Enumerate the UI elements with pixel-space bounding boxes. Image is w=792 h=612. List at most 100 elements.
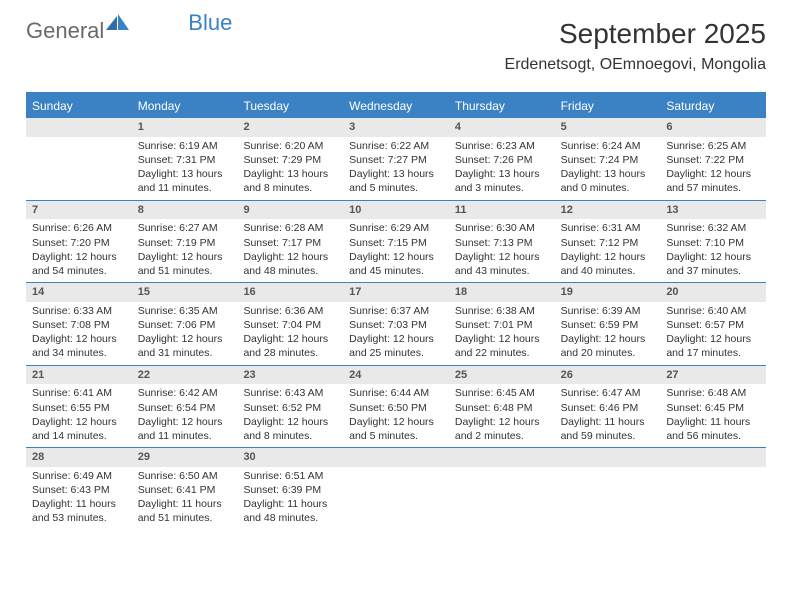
day-number: 22 (132, 366, 238, 385)
day-number: 30 (237, 448, 343, 467)
sunset-line: Sunset: 7:26 PM (455, 153, 549, 167)
sunset-line: Sunset: 6:39 PM (243, 483, 337, 497)
daylight-line: Daylight: 12 hours and 37 minutes. (666, 250, 760, 278)
sunrise-line: Sunrise: 6:36 AM (243, 304, 337, 318)
day-body: Sunrise: 6:42 AMSunset: 6:54 PMDaylight:… (132, 384, 238, 447)
daylight-line: Daylight: 12 hours and 45 minutes. (349, 250, 443, 278)
day-cell: 3Sunrise: 6:22 AMSunset: 7:27 PMDaylight… (343, 118, 449, 200)
sunset-line: Sunset: 6:54 PM (138, 401, 232, 415)
day-number (343, 448, 449, 467)
day-cell: 21Sunrise: 6:41 AMSunset: 6:55 PMDayligh… (26, 366, 132, 448)
sunset-line: Sunset: 6:55 PM (32, 401, 126, 415)
daylight-line: Daylight: 12 hours and 8 minutes. (243, 415, 337, 443)
day-cell: 17Sunrise: 6:37 AMSunset: 7:03 PMDayligh… (343, 283, 449, 365)
day-cell: 24Sunrise: 6:44 AMSunset: 6:50 PMDayligh… (343, 366, 449, 448)
day-header: Monday (132, 94, 238, 118)
day-header: Thursday (449, 94, 555, 118)
day-body: Sunrise: 6:38 AMSunset: 7:01 PMDaylight:… (449, 302, 555, 365)
day-number: 18 (449, 283, 555, 302)
sunrise-line: Sunrise: 6:37 AM (349, 304, 443, 318)
day-number: 12 (555, 201, 661, 220)
day-header: Sunday (26, 94, 132, 118)
day-number: 3 (343, 118, 449, 137)
sunset-line: Sunset: 7:01 PM (455, 318, 549, 332)
sunrise-line: Sunrise: 6:27 AM (138, 221, 232, 235)
sunrise-line: Sunrise: 6:45 AM (455, 386, 549, 400)
sunset-line: Sunset: 7:17 PM (243, 236, 337, 250)
day-cell: 28Sunrise: 6:49 AMSunset: 6:43 PMDayligh… (26, 448, 132, 530)
sunrise-line: Sunrise: 6:30 AM (455, 221, 549, 235)
daylight-line: Daylight: 11 hours and 59 minutes. (561, 415, 655, 443)
daylight-line: Daylight: 12 hours and 25 minutes. (349, 332, 443, 360)
day-body: Sunrise: 6:41 AMSunset: 6:55 PMDaylight:… (26, 384, 132, 447)
day-number: 4 (449, 118, 555, 137)
daylight-line: Daylight: 11 hours and 48 minutes. (243, 497, 337, 525)
daylight-line: Daylight: 12 hours and 22 minutes. (455, 332, 549, 360)
sunrise-line: Sunrise: 6:38 AM (455, 304, 549, 318)
day-cell: 4Sunrise: 6:23 AMSunset: 7:26 PMDaylight… (449, 118, 555, 200)
day-cell: 18Sunrise: 6:38 AMSunset: 7:01 PMDayligh… (449, 283, 555, 365)
day-cell: 22Sunrise: 6:42 AMSunset: 6:54 PMDayligh… (132, 366, 238, 448)
sunrise-line: Sunrise: 6:26 AM (32, 221, 126, 235)
daylight-line: Daylight: 12 hours and 17 minutes. (666, 332, 760, 360)
daylight-line: Daylight: 12 hours and 2 minutes. (455, 415, 549, 443)
week-row: 14Sunrise: 6:33 AMSunset: 7:08 PMDayligh… (26, 283, 766, 366)
location: Erdenetsogt, OEmnoegovi, Mongolia (505, 56, 766, 74)
day-number: 24 (343, 366, 449, 385)
day-cell: 7Sunrise: 6:26 AMSunset: 7:20 PMDaylight… (26, 201, 132, 283)
day-number (555, 448, 661, 467)
sunrise-line: Sunrise: 6:29 AM (349, 221, 443, 235)
sunrise-line: Sunrise: 6:41 AM (32, 386, 126, 400)
sunset-line: Sunset: 6:48 PM (455, 401, 549, 415)
sunset-line: Sunset: 7:08 PM (32, 318, 126, 332)
day-number: 6 (660, 118, 766, 137)
day-number: 21 (26, 366, 132, 385)
day-body: Sunrise: 6:45 AMSunset: 6:48 PMDaylight:… (449, 384, 555, 447)
sunrise-line: Sunrise: 6:49 AM (32, 469, 126, 483)
sunset-line: Sunset: 7:12 PM (561, 236, 655, 250)
sunset-line: Sunset: 7:15 PM (349, 236, 443, 250)
sunset-line: Sunset: 7:24 PM (561, 153, 655, 167)
day-cell (449, 448, 555, 530)
day-body: Sunrise: 6:50 AMSunset: 6:41 PMDaylight:… (132, 467, 238, 530)
logo: General Blue (26, 18, 174, 44)
day-cell: 2Sunrise: 6:20 AMSunset: 7:29 PMDaylight… (237, 118, 343, 200)
sunrise-line: Sunrise: 6:42 AM (138, 386, 232, 400)
day-body: Sunrise: 6:48 AMSunset: 6:45 PMDaylight:… (660, 384, 766, 447)
sunrise-line: Sunrise: 6:32 AM (666, 221, 760, 235)
day-body: Sunrise: 6:43 AMSunset: 6:52 PMDaylight:… (237, 384, 343, 447)
day-body: Sunrise: 6:31 AMSunset: 7:12 PMDaylight:… (555, 219, 661, 282)
sunset-line: Sunset: 6:41 PM (138, 483, 232, 497)
logo-text-general: General (26, 18, 104, 44)
daylight-line: Daylight: 12 hours and 40 minutes. (561, 250, 655, 278)
weeks-container: 1Sunrise: 6:19 AMSunset: 7:31 PMDaylight… (26, 118, 766, 530)
sunrise-line: Sunrise: 6:40 AM (666, 304, 760, 318)
day-cell: 26Sunrise: 6:47 AMSunset: 6:46 PMDayligh… (555, 366, 661, 448)
sunrise-line: Sunrise: 6:24 AM (561, 139, 655, 153)
day-cell: 6Sunrise: 6:25 AMSunset: 7:22 PMDaylight… (660, 118, 766, 200)
day-cell: 11Sunrise: 6:30 AMSunset: 7:13 PMDayligh… (449, 201, 555, 283)
sunset-line: Sunset: 7:22 PM (666, 153, 760, 167)
day-number: 29 (132, 448, 238, 467)
daylight-line: Daylight: 12 hours and 34 minutes. (32, 332, 126, 360)
day-cell: 14Sunrise: 6:33 AMSunset: 7:08 PMDayligh… (26, 283, 132, 365)
sunset-line: Sunset: 6:59 PM (561, 318, 655, 332)
day-number: 7 (26, 201, 132, 220)
sunrise-line: Sunrise: 6:50 AM (138, 469, 232, 483)
daylight-line: Daylight: 12 hours and 48 minutes. (243, 250, 337, 278)
day-body: Sunrise: 6:39 AMSunset: 6:59 PMDaylight:… (555, 302, 661, 365)
daylight-line: Daylight: 12 hours and 14 minutes. (32, 415, 126, 443)
daylight-line: Daylight: 12 hours and 31 minutes. (138, 332, 232, 360)
daylight-line: Daylight: 12 hours and 54 minutes. (32, 250, 126, 278)
day-body: Sunrise: 6:37 AMSunset: 7:03 PMDaylight:… (343, 302, 449, 365)
day-cell: 15Sunrise: 6:35 AMSunset: 7:06 PMDayligh… (132, 283, 238, 365)
daylight-line: Daylight: 13 hours and 3 minutes. (455, 167, 549, 195)
daylight-line: Daylight: 13 hours and 5 minutes. (349, 167, 443, 195)
day-cell (343, 448, 449, 530)
daylight-line: Daylight: 12 hours and 20 minutes. (561, 332, 655, 360)
day-cell: 13Sunrise: 6:32 AMSunset: 7:10 PMDayligh… (660, 201, 766, 283)
sunrise-line: Sunrise: 6:43 AM (243, 386, 337, 400)
day-cell (555, 448, 661, 530)
daylight-line: Daylight: 11 hours and 51 minutes. (138, 497, 232, 525)
daylight-line: Daylight: 12 hours and 5 minutes. (349, 415, 443, 443)
